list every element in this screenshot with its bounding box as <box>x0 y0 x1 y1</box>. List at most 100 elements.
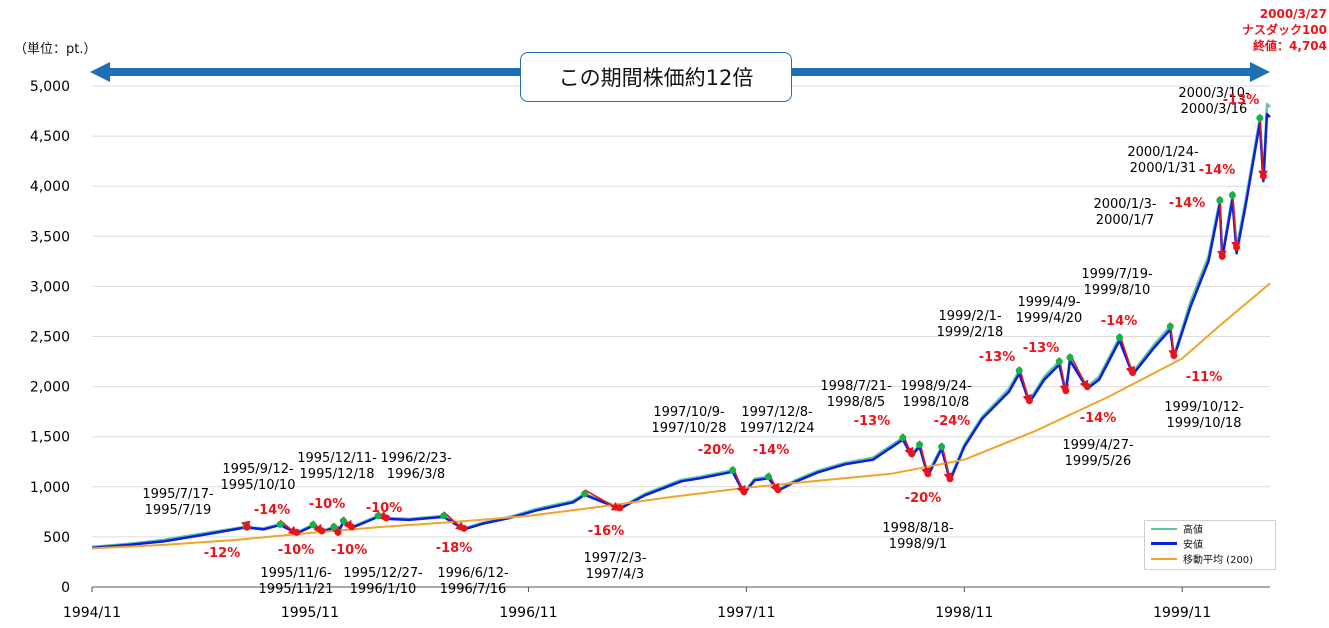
drawdown-pct: -18% <box>436 541 473 556</box>
drawdown-period-end: 1995/7/19 <box>145 503 212 518</box>
y-tick-label: 500 <box>43 530 70 546</box>
drawdown-peak-point <box>1066 354 1074 362</box>
drawdown-trough-point <box>1170 352 1178 360</box>
drawdown-period-start: 2000/1/24- <box>1127 145 1199 160</box>
drawdown-period-start: 1997/2/3- <box>583 551 646 566</box>
drawdown-period-start: 1999/2/1- <box>938 309 1001 324</box>
unit-label: （単位：pt.） <box>14 42 97 57</box>
legend-item-high: 高値 <box>1145 521 1275 536</box>
y-tick-label: 5,000 <box>30 79 70 95</box>
drawdown-peak-point <box>899 434 907 442</box>
drawdown-period-start: 2000/1/3- <box>1093 197 1156 212</box>
drawdown-period-start: 1998/9/24- <box>900 379 972 394</box>
x-tick-label: 1999/11 <box>1153 605 1211 621</box>
drawdown-trough-point <box>1218 252 1226 260</box>
drawdown-pct: -14% <box>1169 196 1206 211</box>
drawdown-trough-point <box>616 504 624 512</box>
drawdown-period-start: 1995/12/11- <box>297 451 377 466</box>
y-tick-label: 0 <box>61 580 70 596</box>
drawdown-pct: -14% <box>254 503 291 518</box>
x-tick-label: 1995/11 <box>281 605 339 621</box>
drawdown-period-end: 1998/8/5 <box>827 395 885 410</box>
drawdown-period-end: 2000/1/31 <box>1130 161 1197 176</box>
drawdown-trough-point <box>348 523 356 531</box>
x-tick-label: 1998/11 <box>935 605 993 621</box>
drawdown-peak-point <box>1116 334 1124 342</box>
drawdown-peak-point <box>938 443 946 451</box>
period-callout: この期間株価約12倍 <box>520 52 792 102</box>
drawdown-period-end: 1997/10/28 <box>652 421 727 436</box>
legend-swatch-ma <box>1151 557 1177 560</box>
drawdown-period-start: 1995/9/12- <box>222 462 294 477</box>
drawdown-trough-point <box>1259 172 1267 180</box>
drawdown-pct: -20% <box>905 491 942 506</box>
drawdown-arrow <box>1231 191 1241 252</box>
drawdown-period-start: 1999/7/19- <box>1081 267 1153 282</box>
drawdown-trough-point <box>243 523 251 531</box>
drawdown-period-start: 1996/2/23- <box>380 451 452 466</box>
y-tick-label: 3,000 <box>30 279 70 295</box>
drawdown-trough-point <box>740 488 748 496</box>
final-close-value: 終値：4,704 <box>1253 39 1327 53</box>
drawdown-arrow <box>1118 333 1135 377</box>
drawdown-pct: -14% <box>1199 163 1236 178</box>
drawdown-peak-point <box>1216 196 1224 204</box>
final-close-note: 2000/3/27 ナスダック100 終値：4,704 <box>1242 6 1327 54</box>
legend: 高値 安値 移動平均 (200) <box>1144 520 1276 570</box>
final-date: 2000/3/27 <box>1259 7 1327 21</box>
drawdown-trough-point <box>908 450 916 458</box>
drawdown-pct: -10% <box>366 501 403 516</box>
drawdown-peak-point <box>581 490 589 498</box>
drawdown-trough-point <box>334 528 342 536</box>
drawdown-annotations: 1995/7/17-1995/7/19 -12% 1995/9/12-1995/10… <box>142 86 1268 597</box>
drawdown-pct: -16% <box>588 524 625 539</box>
drawdown-period-end: 1997/4/3 <box>586 567 644 582</box>
drawdown-period-end: 1999/5/26 <box>1065 454 1132 469</box>
drawdown-peak-point <box>1055 358 1063 366</box>
drawdown-peak-point <box>1228 191 1236 199</box>
y-tick-label: 3,500 <box>30 229 70 245</box>
drawdown-period-end: 1999/4/20 <box>1016 311 1083 326</box>
drawdown-period-start: 1999/10/12- <box>1164 400 1244 415</box>
legend-item-low: 安値 <box>1145 536 1275 551</box>
drawdown-trough-point <box>1129 369 1137 377</box>
drawdown-period-end: 1999/10/18 <box>1167 416 1242 431</box>
legend-swatch-low <box>1151 542 1177 545</box>
drawdown-trough-point <box>1062 387 1070 395</box>
drawdown-pct: -13% <box>979 350 1016 365</box>
drawdown-period-start: 1998/7/21- <box>820 379 892 394</box>
legend-swatch-high <box>1151 527 1177 530</box>
x-tick-label: 1996/11 <box>499 605 557 621</box>
drawdown-period-end: 1995/10/10 <box>221 478 296 493</box>
drawdown-arrow <box>584 489 622 511</box>
drawdown-trough-point <box>293 528 301 536</box>
drawdown-period-start: 1995/12/27- <box>343 566 423 581</box>
drawdown-arrow <box>443 511 466 532</box>
drawdown-period-start: 1997/10/9- <box>653 405 725 420</box>
drawdown-peak-point <box>729 466 737 474</box>
drawdown-period-end: 1996/7/16 <box>440 582 507 597</box>
period-band-left-head <box>90 62 110 82</box>
final-index-name: ナスダック100 <box>1241 23 1327 37</box>
drawdown-pct: -13% <box>854 414 891 429</box>
drawdown-arrow <box>1258 114 1268 181</box>
drawdown-period-start: 1995/11/6- <box>260 566 332 581</box>
drawdown-period-start: 1997/12/8- <box>741 405 813 420</box>
drawdown-arrow <box>1217 196 1227 261</box>
drawdown-trough-point <box>1025 397 1033 405</box>
x-axis: 1994/11 1995/11 1996/11 1997/11 1998/11 1999/… <box>63 586 1270 621</box>
drawdown-trough-point <box>460 524 468 532</box>
drawdown-period-end: 1999/8/10 <box>1084 283 1151 298</box>
x-tick-label: 1997/11 <box>717 605 775 621</box>
drawdown-period-end: 1998/10/8 <box>903 395 970 410</box>
drawdown-trough-point <box>382 514 390 522</box>
drawdown-trough-point <box>318 527 326 535</box>
drawdown-period-end: 1999/2/18 <box>937 325 1004 340</box>
drawdown-period-start: 1995/7/17- <box>142 487 214 502</box>
drawdown-period-end: 1998/9/1 <box>889 537 947 552</box>
drawdown-period-end: 1997/12/24 <box>740 421 815 436</box>
drawdown-pct: -13% <box>1223 93 1260 108</box>
drawdown-peak-point <box>1256 114 1264 122</box>
y-tick-label: 1,000 <box>30 480 70 496</box>
drawdown-pct: -10% <box>278 543 315 558</box>
